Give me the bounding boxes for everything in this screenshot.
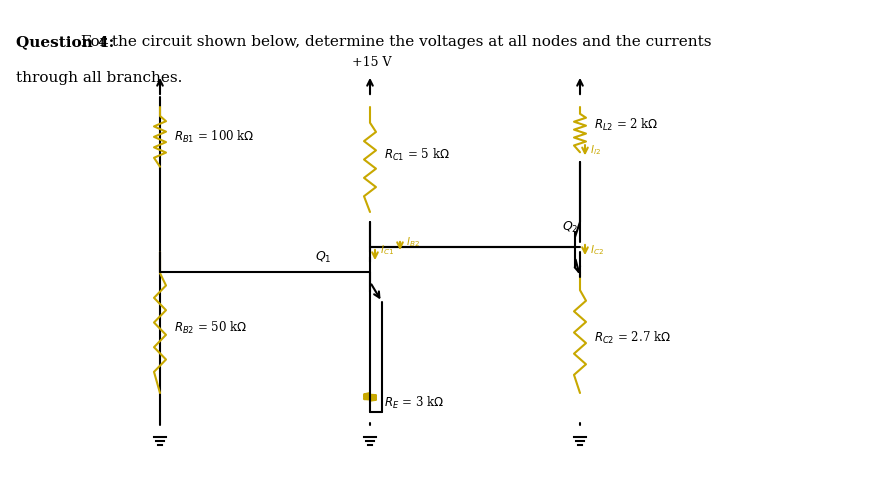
Text: For the circuit shown below, determine the voltages at all nodes and the current: For the circuit shown below, determine t… [75,35,711,49]
Text: $R_{B1}$ = 100 k$\Omega$: $R_{B1}$ = 100 k$\Omega$ [174,129,255,145]
Text: $R_E$ = 3 k$\Omega$: $R_E$ = 3 k$\Omega$ [384,395,444,411]
Text: through all branches.: through all branches. [16,71,182,84]
Text: $Q_1$: $Q_1$ [315,249,332,264]
Text: $R_{B2}$ = 50 k$\Omega$: $R_{B2}$ = 50 k$\Omega$ [174,320,247,335]
Text: $R_{C2}$ = 2.7 k$\Omega$: $R_{C2}$ = 2.7 k$\Omega$ [594,330,671,345]
Text: +15 V: +15 V [352,56,392,69]
Text: $I_{C2}$: $I_{C2}$ [590,243,604,257]
Text: $I_{B2}$: $I_{B2}$ [406,235,420,249]
Text: $I_{l2}$: $I_{l2}$ [590,143,601,157]
Text: $R_{C1}$ = 5 k$\Omega$: $R_{C1}$ = 5 k$\Omega$ [384,147,449,163]
Text: $I_{C1}$: $I_{C1}$ [380,243,394,257]
Text: $Q_2$: $Q_2$ [562,220,578,235]
Text: $R_{L2}$ = 2 k$\Omega$: $R_{L2}$ = 2 k$\Omega$ [594,117,659,133]
Text: Question 4:: Question 4: [16,35,114,49]
